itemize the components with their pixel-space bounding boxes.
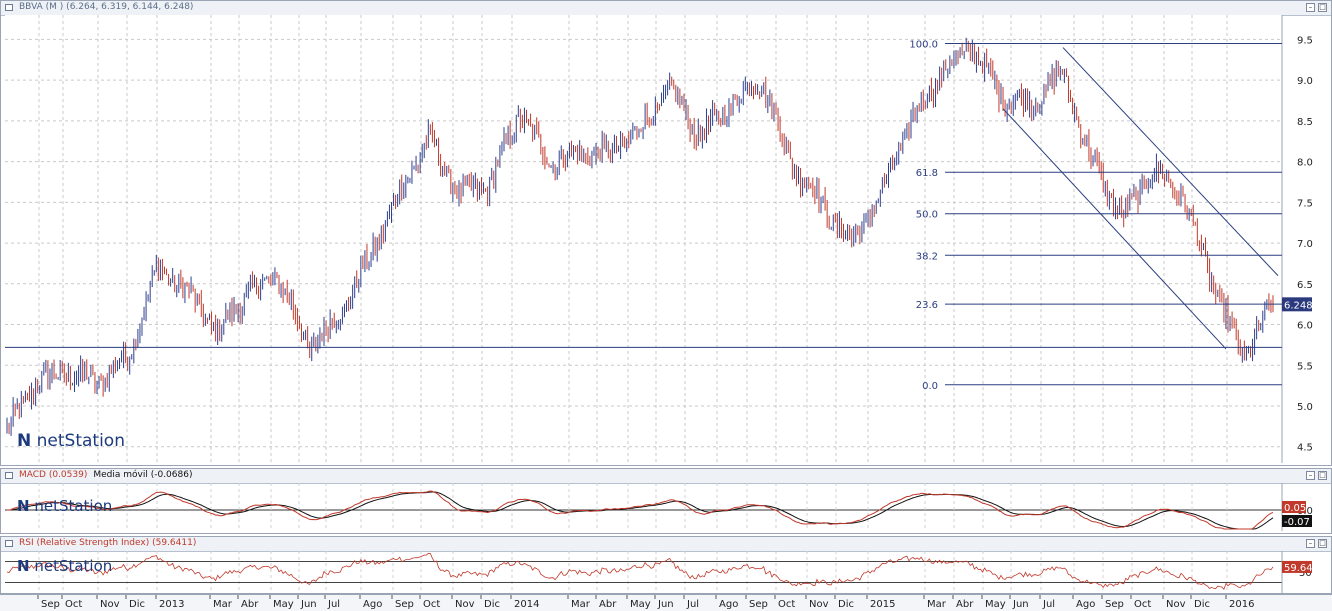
x-tick-label: May [630, 599, 651, 610]
y-tick-label: 9.5 [1297, 35, 1313, 46]
x-tick-label: Sep [1105, 599, 1124, 610]
fib-level-label: 100.0 [909, 40, 938, 51]
price-chart: 9.5 9.0 8.5 8.0 7.5 7.0 6.5 6.0 5.5 5.0 4.5 100.0 61… [5, 15, 1313, 463]
x-tick-label: Dic [838, 599, 854, 610]
signal-value-label: -0.07 [1284, 517, 1310, 528]
macd-panel-title: MACD (0.0539) Media móvil (-0.0686) [19, 470, 193, 480]
macd-panel-titlebar: MACD (0.0539) Media móvil (-0.0686) – □ [1, 469, 1331, 484]
fib-level-label: 61.8 [916, 168, 938, 179]
minimize-button[interactable]: – [1306, 471, 1315, 480]
x-tick-label: Ago [363, 599, 382, 610]
x-tick-label: Sep [749, 599, 768, 610]
price-panel-title: BBVA (M ) (6.264, 6.319, 6.144, 6.248) [19, 2, 194, 12]
x-tick-label: Jun [300, 599, 317, 610]
fib-level-label: 50.0 [916, 210, 938, 221]
channel-upper-line [1062, 47, 1279, 276]
y-tick-label: 50 [1299, 568, 1312, 579]
x-tick-label: Jun [657, 599, 674, 610]
signal-line [7, 491, 1274, 530]
rsi-panel: RSI (Relative Strength Index) (59.6411) … [0, 536, 1332, 594]
y-tick-label: 7.0 [1297, 239, 1313, 250]
netstation-watermark: N netStation [17, 431, 125, 451]
x-tick-label: May [985, 599, 1006, 610]
x-tick-label: Sep [395, 599, 414, 610]
fib-level-label: 23.6 [916, 300, 938, 311]
macd-line [6, 490, 1274, 530]
macd-panel: MACD (0.0539) Media móvil (-0.0686) – □ 0… [0, 468, 1332, 534]
x-tick-label: Jun [1012, 599, 1029, 610]
x-tick-label: Mar [571, 599, 591, 610]
x-tick-label: Ago [1076, 599, 1095, 610]
last-price-box [1282, 297, 1312, 312]
x-tick-label: Oct [1134, 599, 1151, 610]
rsi-panel-title: RSI (Relative Strength Index) (59.6411) [19, 538, 197, 548]
x-tick-label: Sep [41, 599, 60, 610]
fib-level-label: 38.2 [916, 251, 938, 262]
signal-value-box [1282, 515, 1312, 527]
x-tick-label: Nov [809, 599, 829, 610]
y-tick-label: 9.0 [1297, 76, 1313, 87]
x-tick-label: Nov [1166, 599, 1186, 610]
panel-icon [5, 4, 13, 11]
x-tick-label: Dic [1194, 599, 1210, 610]
x-tick-label: 2016 [1229, 599, 1254, 610]
minimize-button[interactable]: – [1306, 3, 1315, 12]
x-tick-label: Jul [327, 599, 340, 610]
fib-level-label: 0.0 [922, 381, 938, 392]
x-tick-label: Oct [65, 599, 82, 610]
macd-chart: 0.00.05-0.07 [5, 483, 1313, 531]
x-tick-label: Dic [129, 599, 145, 610]
rsi-panel-titlebar: RSI (Relative Strength Index) (59.6411) … [1, 537, 1331, 552]
x-tick-label: Dic [484, 599, 500, 610]
x-tick-label: Jul [686, 599, 699, 610]
x-tick-label: Abr [599, 599, 617, 610]
x-tick-label: 2015 [870, 599, 895, 610]
y-tick-label: 4.5 [1297, 443, 1313, 454]
rsi-line [6, 552, 1274, 591]
x-tick-label: Ago [719, 599, 738, 610]
y-tick-label: 5.5 [1297, 361, 1313, 372]
x-tick-label: Oct [423, 599, 440, 610]
x-tick-label: Abr [956, 599, 974, 610]
x-tick-label: 2014 [514, 599, 539, 610]
x-tick-label: Nov [455, 599, 475, 610]
panel-icon [5, 540, 13, 547]
time-axis: Sep Oct Nov Dic 2013 Mar Abr May Jun Jul Ago Sep Oct… [0, 594, 1332, 611]
y-tick-label: 8.5 [1297, 117, 1313, 128]
y-tick-label: 7.5 [1297, 198, 1313, 209]
maximize-button[interactable]: □ [1318, 471, 1327, 480]
macd-value-label: 0.05 [1284, 503, 1306, 514]
y-tick-label: 6.0 [1297, 321, 1313, 332]
y-tick-label: 6.5 [1297, 280, 1313, 291]
channel-lower-line [1002, 108, 1227, 350]
x-tick-label: May [273, 599, 294, 610]
x-tick-label: Mar [213, 599, 233, 610]
x-tick-label: Mar [927, 599, 947, 610]
x-tick-label: Jul [1042, 599, 1055, 610]
netstation-watermark: N netStation [17, 497, 113, 515]
panel-icon [5, 472, 13, 479]
minimize-button[interactable]: – [1306, 539, 1315, 548]
last-price-label: 6.248 [1284, 300, 1313, 311]
x-tick-label: 2013 [159, 599, 184, 610]
macd-value-box [1282, 501, 1306, 513]
x-tick-label: Nov [100, 599, 120, 610]
maximize-button[interactable]: □ [1318, 539, 1327, 548]
price-panel: BBVA (M ) (6.264, 6.319, 6.144, 6.248) –… [0, 0, 1332, 466]
rsi-value-label: 59.64 [1284, 563, 1313, 574]
plot-area [5, 15, 1282, 463]
maximize-button[interactable]: □ [1318, 3, 1327, 12]
x-tick-label: Oct [778, 599, 795, 610]
y-tick-label: 5.0 [1297, 402, 1313, 413]
netstation-watermark: N netStation [17, 557, 113, 575]
rsi-value-box [1282, 560, 1312, 573]
y-tick-label: 8.0 [1297, 158, 1313, 169]
x-tick-label: Abr [241, 599, 259, 610]
